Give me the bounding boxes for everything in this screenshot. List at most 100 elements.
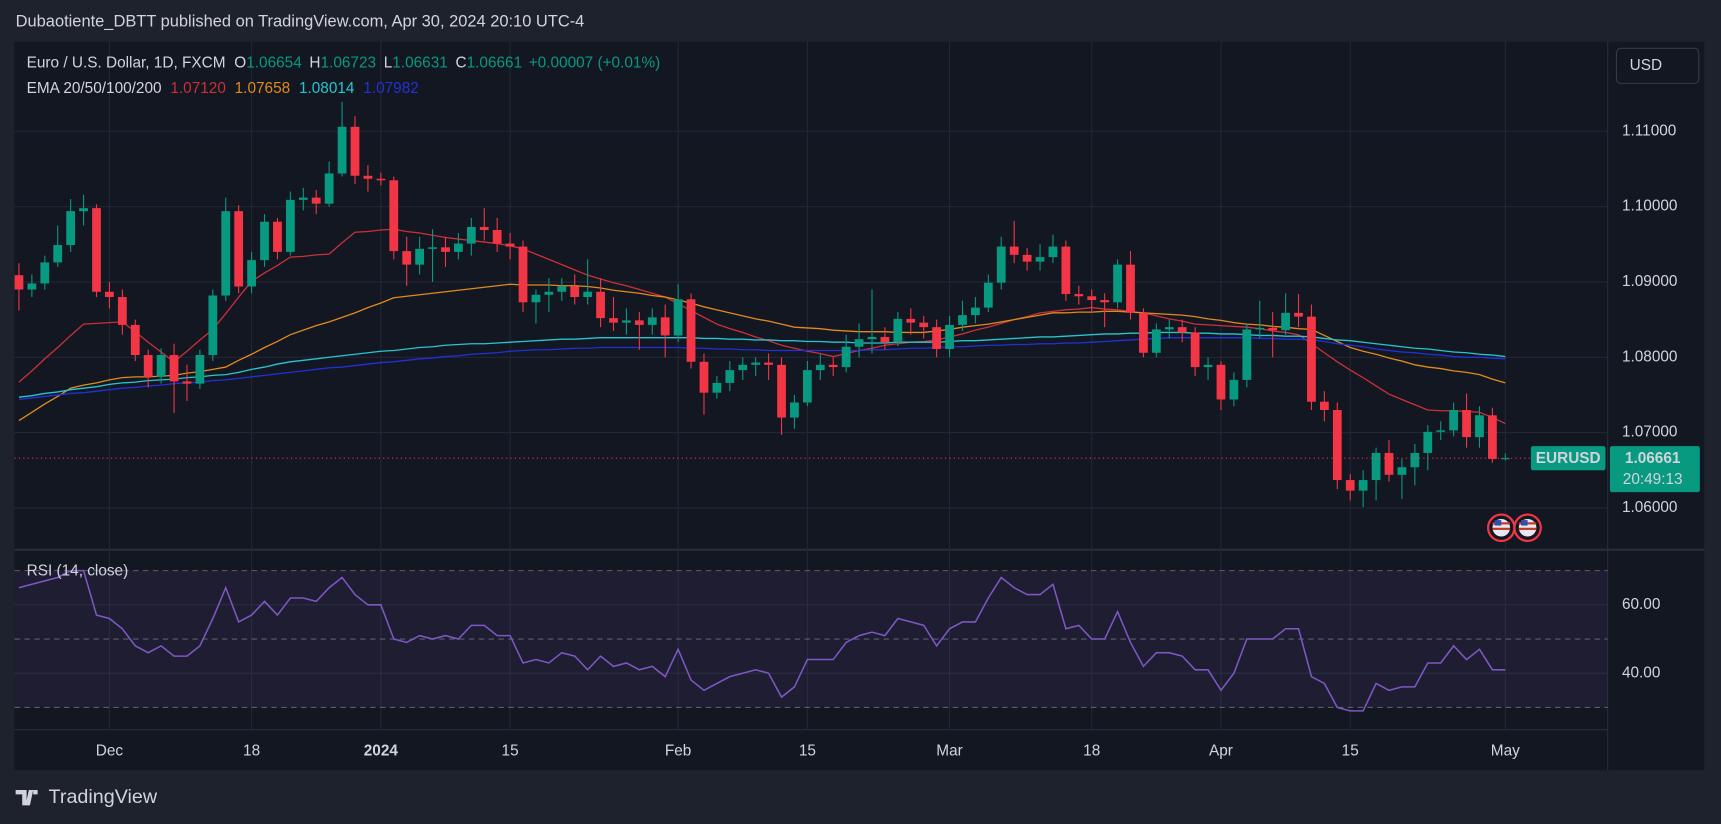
ohlc-key: H (309, 55, 320, 72)
footer-brand: TradingView (49, 786, 158, 808)
candle-body (1035, 257, 1045, 262)
candle-body (751, 362, 761, 365)
ema-line (18, 283, 1506, 422)
candle-body (182, 381, 192, 384)
candle-body (1113, 264, 1122, 303)
candle-body (1384, 452, 1394, 475)
candle-body (415, 248, 425, 265)
candle-body (609, 318, 618, 323)
ohlc-value: 1.06661 (467, 55, 523, 72)
candle-body (828, 364, 838, 368)
candle-body (1100, 300, 1110, 303)
candle-body (79, 208, 88, 212)
candle-body (712, 382, 722, 393)
candle-body (1216, 364, 1226, 400)
candle-body (1423, 431, 1433, 453)
candle-body (169, 355, 179, 382)
candle-body (1371, 452, 1381, 481)
y-tick-label: 1.07000 (1622, 424, 1678, 441)
candle-body (1190, 332, 1200, 368)
candle-body (815, 364, 825, 371)
candle-body (996, 246, 1006, 283)
candle-body (130, 324, 140, 356)
ema-legend: EMA 20/50/100/200 1.07120 1.07658 1.08014 1.… (27, 80, 419, 97)
candle-body (1410, 452, 1420, 468)
candle-body (1475, 415, 1484, 438)
candle-body (1074, 294, 1084, 297)
symbol-tag-label: EURUSD (1536, 450, 1601, 467)
candle-body (802, 370, 812, 403)
candle-body (195, 355, 205, 384)
candle-body (673, 299, 683, 336)
candle-body (544, 291, 554, 295)
candle-body (531, 294, 541, 303)
candle-body (660, 317, 670, 336)
candle-body (402, 251, 412, 265)
ohlc-key: O (234, 55, 246, 72)
currency-label[interactable]: USD (1630, 57, 1662, 74)
candle-body (389, 180, 399, 252)
candle-body (208, 295, 218, 356)
event-icons (1487, 513, 1542, 543)
candle-body (699, 361, 709, 393)
candle-body (1229, 379, 1239, 400)
candle-body (1268, 327, 1278, 331)
candle-body (1009, 246, 1019, 255)
candle-body (479, 226, 489, 230)
candle-body (260, 221, 269, 261)
candle-body (441, 247, 450, 252)
candle-body (1242, 329, 1252, 380)
ema-value: 1.07120 (170, 80, 226, 97)
y-tick-label: 40.00 (1622, 664, 1660, 681)
y-tick-label: 1.06000 (1622, 499, 1678, 516)
candle-body (557, 286, 567, 292)
candle-body (958, 315, 967, 325)
candle-body (454, 243, 463, 252)
candle-body (1307, 316, 1316, 402)
candle-body (945, 324, 954, 350)
chart-area (14, 41, 1705, 771)
candle-body (983, 282, 993, 308)
candle-body (285, 199, 295, 252)
candle-body (1177, 327, 1187, 333)
candle-body (27, 283, 37, 290)
y-tick-label: 1.09000 (1622, 273, 1678, 290)
candle-body (14, 275, 24, 290)
candle-body (622, 320, 631, 323)
candle-body (841, 346, 851, 368)
candle-body (1126, 264, 1135, 313)
candle-body (376, 178, 386, 181)
candle-body (1462, 410, 1471, 438)
candle-body (350, 126, 360, 176)
x-tick-label: 15 (1342, 743, 1359, 760)
candle-body (1048, 246, 1058, 258)
candle-body (906, 318, 916, 323)
price-tag-label: 1.06661 (1625, 450, 1681, 467)
y-tick-label: 1.11000 (1622, 122, 1676, 139)
candle-body (1139, 312, 1148, 353)
candle-body (1022, 254, 1032, 262)
candle-body (725, 370, 735, 383)
candle-body (1332, 410, 1342, 481)
candle-body (764, 362, 773, 365)
ema-line (18, 331, 1506, 398)
candle-body (790, 402, 799, 418)
candle-body (1436, 430, 1446, 432)
candle-body (40, 262, 50, 284)
candle-body (324, 173, 334, 204)
candle-body (919, 322, 929, 328)
countdown-label: 20:49:13 (1623, 471, 1683, 488)
candle-body (492, 229, 502, 244)
candle-body (893, 318, 903, 343)
candle-body (854, 339, 864, 347)
candle-body (518, 246, 528, 303)
x-tick-label: Feb (665, 743, 691, 760)
candle-body (221, 211, 231, 296)
candle-body (428, 247, 437, 249)
currency-button[interactable] (1615, 47, 1700, 84)
candle-body (596, 291, 605, 319)
candle-body (1061, 246, 1071, 295)
candle-body (143, 355, 153, 377)
x-tick-label: Dec (96, 743, 124, 760)
tradingview-logo (15, 789, 38, 806)
